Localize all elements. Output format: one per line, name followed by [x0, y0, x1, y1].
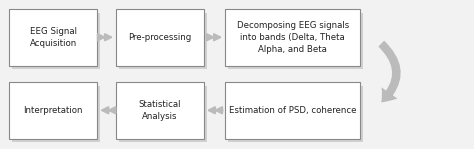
FancyBboxPatch shape	[9, 82, 97, 139]
FancyBboxPatch shape	[12, 13, 100, 69]
FancyBboxPatch shape	[119, 86, 207, 142]
FancyBboxPatch shape	[228, 13, 363, 69]
FancyBboxPatch shape	[9, 9, 97, 66]
FancyBboxPatch shape	[228, 86, 363, 142]
FancyBboxPatch shape	[116, 82, 204, 139]
Text: Pre-processing: Pre-processing	[128, 33, 191, 42]
FancyArrowPatch shape	[378, 41, 401, 102]
FancyBboxPatch shape	[225, 82, 360, 139]
FancyBboxPatch shape	[225, 9, 360, 66]
Text: Statistical
Analysis: Statistical Analysis	[139, 100, 181, 121]
Text: Decomposing EEG signals
into bands (Delta, Theta
Alpha, and Beta: Decomposing EEG signals into bands (Delt…	[237, 21, 349, 53]
FancyBboxPatch shape	[116, 9, 204, 66]
FancyBboxPatch shape	[12, 86, 100, 142]
FancyBboxPatch shape	[119, 13, 207, 69]
Text: EEG Signal
Acquisition: EEG Signal Acquisition	[30, 27, 77, 48]
Text: Interpretation: Interpretation	[24, 106, 83, 115]
Text: Estimation of PSD, coherence: Estimation of PSD, coherence	[229, 106, 356, 115]
